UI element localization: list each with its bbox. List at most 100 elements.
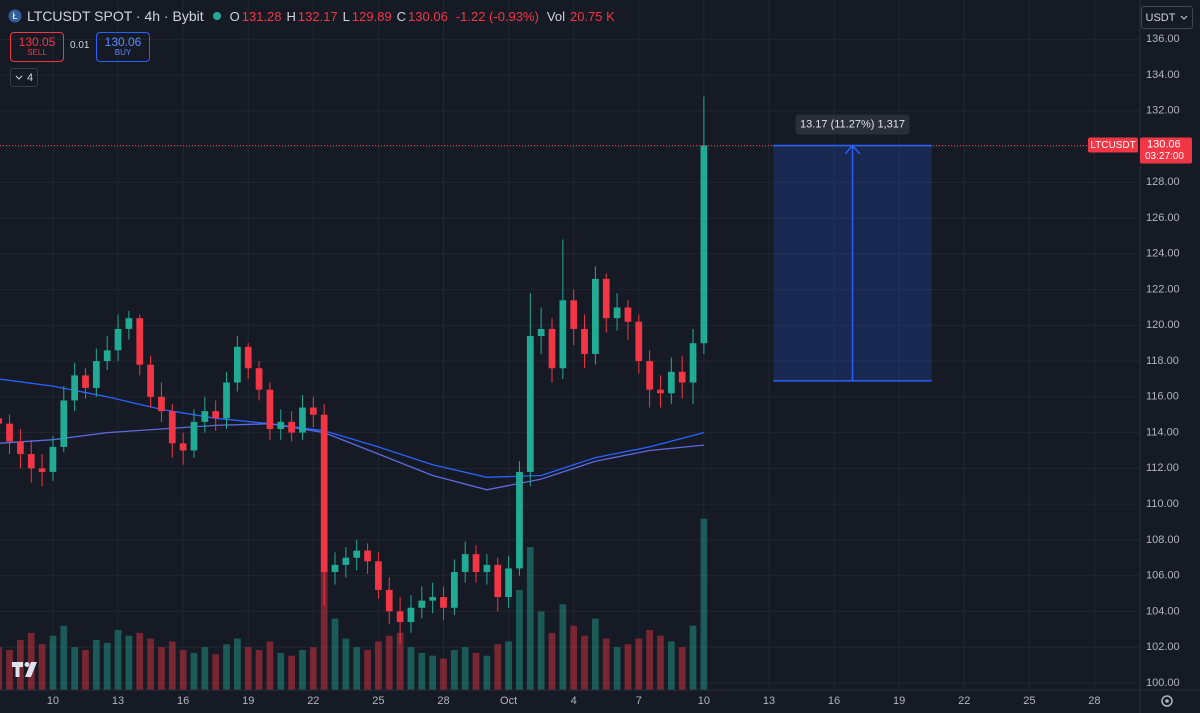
candle-body <box>450 572 458 608</box>
currency-selector[interactable]: USDT <box>1141 6 1193 29</box>
buy-price: 130.06 <box>104 35 142 49</box>
indicators-toggle[interactable]: 4 <box>10 68 38 87</box>
y-tick-label: 126.00 <box>1146 212 1180 224</box>
candle-body <box>201 411 209 422</box>
price-tag <box>1140 137 1192 164</box>
candle-body <box>0 418 3 424</box>
y-tick-label: 116.00 <box>1146 391 1179 403</box>
candle-body <box>17 441 24 455</box>
volume-bar <box>342 638 350 690</box>
candle-body <box>299 407 306 433</box>
x-tick-label: 13 <box>112 695 124 707</box>
candle-body <box>602 278 610 319</box>
buy-button[interactable]: 130.06 BUY <box>96 32 150 62</box>
symbol-icon: Ł <box>8 9 22 23</box>
volume-bar <box>266 641 274 690</box>
candle-body <box>581 328 588 354</box>
x-tick-label: 28 <box>437 695 449 707</box>
y-tick-label: 136.00 <box>1146 33 1180 45</box>
volume-value: 20.75 K <box>569 8 615 24</box>
volume-layer <box>0 518 708 690</box>
volume-bar <box>60 625 68 690</box>
candle-body <box>353 550 361 558</box>
y-tick-label: 108.00 <box>1146 534 1180 546</box>
volume-bar <box>450 650 458 690</box>
volume-bar <box>114 630 122 690</box>
volume-bar <box>418 652 426 690</box>
candles <box>0 96 708 644</box>
candle-body <box>331 564 339 573</box>
ohlc: O 131.28 H 132.17 L 129.89 C 130.06 <box>230 9 451 24</box>
candle-body <box>60 400 68 447</box>
volume-bar <box>375 641 382 690</box>
candle-body <box>158 396 165 412</box>
candle-body <box>179 443 187 451</box>
candle-body <box>516 471 523 569</box>
symbol-title[interactable]: LTCUSDT SPOT · 4h · Bybit <box>27 8 204 24</box>
volume-bar <box>71 647 79 690</box>
y-tick-label: 134.00 <box>1146 69 1180 81</box>
buy-label: BUY <box>114 48 132 57</box>
candle-body <box>82 375 89 388</box>
price-tag-countdown: 03:27:00 <box>1145 151 1184 162</box>
candle-body <box>6 423 13 442</box>
chevron <box>1181 15 1188 20</box>
volume-bar <box>147 638 154 690</box>
candle-body <box>559 300 567 369</box>
settings-icon[interactable] <box>1161 695 1173 707</box>
volume-bar <box>103 642 111 690</box>
volume-bar <box>678 647 686 690</box>
x-tick-label: 16 <box>177 695 189 707</box>
overlays: 13.17 (11.27%) 1,317 <box>0 114 1140 382</box>
volume-bar <box>407 647 415 690</box>
candle-body <box>375 561 382 590</box>
volume-bar <box>364 650 371 690</box>
axes: 100.00 102.00 104.00 106.00 108.00 110.00 112.… <box>47 33 1192 707</box>
y-tick-label: 128.00 <box>1146 176 1180 188</box>
candle-body <box>234 346 241 383</box>
candle-body <box>700 145 708 344</box>
candle-body <box>71 375 79 401</box>
candle-body <box>277 421 285 430</box>
candle-body <box>103 350 111 362</box>
candle-body <box>418 600 426 608</box>
tv-logo <box>12 662 37 677</box>
symbol-tag <box>1088 137 1138 153</box>
x-tick-label: 4 <box>571 695 577 707</box>
y-tick-label: 122.00 <box>1146 283 1180 295</box>
volume-bar <box>516 590 523 690</box>
symbol-tag-label: LTCUSDT <box>1090 140 1135 151</box>
candle-body <box>472 554 480 573</box>
volume-bar <box>190 652 198 690</box>
volume-bar <box>646 630 653 690</box>
volume-bar <box>92 640 100 690</box>
x-tick-label: 22 <box>307 695 319 707</box>
volume-bar <box>168 641 176 690</box>
volume-bar <box>548 632 556 690</box>
volume-bar <box>592 618 599 690</box>
ohlc-key: O <box>229 8 240 24</box>
volume-bar <box>244 647 252 690</box>
change: -1.22 (-0.93%) <box>455 8 539 24</box>
candle-body <box>592 278 599 354</box>
candle-body <box>505 568 512 598</box>
candle-body <box>613 307 621 319</box>
ohlc-value: 131.28 <box>241 8 282 24</box>
volume-bar <box>526 547 534 690</box>
volume-bar <box>624 644 632 690</box>
volume-bar <box>309 647 317 690</box>
candle-body <box>92 361 100 388</box>
volume-bar <box>234 638 241 690</box>
candle-body <box>223 382 230 419</box>
sell-button[interactable]: 130.05 SELL <box>10 32 64 62</box>
candle-body <box>624 307 632 322</box>
volume-bar <box>635 638 643 690</box>
candle-body <box>483 564 491 573</box>
candle-body <box>667 371 675 394</box>
candle-body <box>537 328 545 337</box>
candle-body <box>190 421 198 451</box>
candle-body <box>689 343 697 383</box>
